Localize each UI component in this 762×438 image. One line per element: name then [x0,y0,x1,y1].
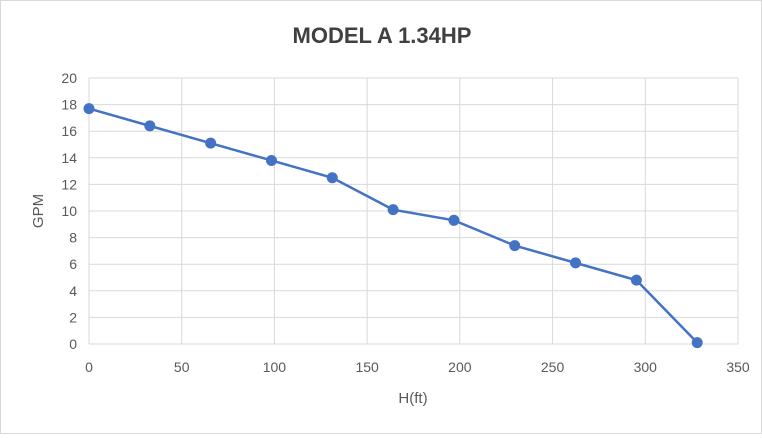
chart-title: MODEL A 1.34HP [293,23,472,48]
data-point [83,103,95,115]
y-tick-label: 18 [61,97,77,113]
y-tick-label: 2 [69,309,77,325]
data-point [691,337,703,349]
x-axis-label: H(ft) [398,390,427,407]
y-tick-label: 8 [69,230,77,246]
data-point [144,120,156,132]
y-axis-label: GPM [30,194,47,228]
x-tick-label: 50 [174,359,190,375]
x-tick-label: 350 [726,359,750,375]
data-point [205,137,217,149]
y-tick-label: 6 [69,256,77,272]
gridlines [88,77,739,345]
x-tick-label: 100 [263,359,287,375]
y-tick-label: 10 [61,203,77,219]
x-tick-label: 150 [355,359,379,375]
series [83,103,703,349]
tick-labels: 0 50 100 150 200 250 300 350 0 2 4 6 8 10 12 14 16 18 20 [61,70,749,375]
y-tick-label: 0 [69,336,77,352]
data-point [570,257,582,269]
data-point [265,154,277,166]
x-tick-label: 250 [541,359,565,375]
y-tick-label: 12 [61,176,77,192]
x-tick-label: 200 [448,359,472,375]
y-tick-label: 14 [61,150,77,166]
y-tick-label: 20 [61,70,77,86]
data-point [326,172,338,184]
data-point [387,204,399,216]
series-line [88,107,699,344]
y-tick-label: 4 [69,283,77,299]
x-tick-label: 300 [634,359,658,375]
x-tick-label: 0 [85,359,93,375]
data-point [448,214,460,226]
data-point [509,240,521,252]
y-tick-label: 16 [61,123,77,139]
data-point [630,274,642,286]
